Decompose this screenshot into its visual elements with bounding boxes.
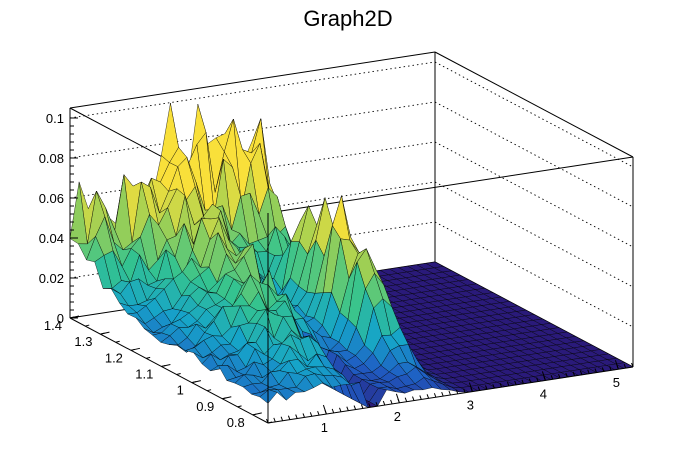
- z-tick-label: 0.02: [39, 271, 64, 286]
- z-tick-label: 0.06: [39, 191, 64, 206]
- y-tick-label: 0.9: [196, 399, 214, 414]
- y-tick-label: 0.8: [227, 415, 245, 430]
- y-tick-label: 1: [177, 383, 184, 398]
- y-tick-label: 1.3: [74, 334, 92, 349]
- z-tick-label: 0.04: [39, 231, 64, 246]
- z-tick-label: 0: [57, 311, 64, 326]
- axes: 0 0.02 0.04 0.06 0.08 0.1 1 2 3 4 5 0.8 0.9 1 1.1 1.2 1.…: [39, 111, 634, 435]
- y-tick-label: 1.4: [44, 318, 62, 333]
- x-tick-label: 1: [321, 420, 328, 435]
- y-tick-label: 1.2: [105, 350, 123, 365]
- chart-title: Graph2D: [303, 6, 393, 31]
- y-tick-label: 1.1: [135, 366, 153, 381]
- z-tick-label: 0.1: [46, 111, 64, 126]
- x-tick-label: 3: [467, 398, 474, 413]
- x-tick-label: 2: [394, 409, 401, 424]
- z-tick-label: 0.08: [39, 151, 64, 166]
- surface: [69, 103, 634, 409]
- x-tick-label: 4: [540, 386, 547, 401]
- x-tick-label: 5: [613, 375, 620, 390]
